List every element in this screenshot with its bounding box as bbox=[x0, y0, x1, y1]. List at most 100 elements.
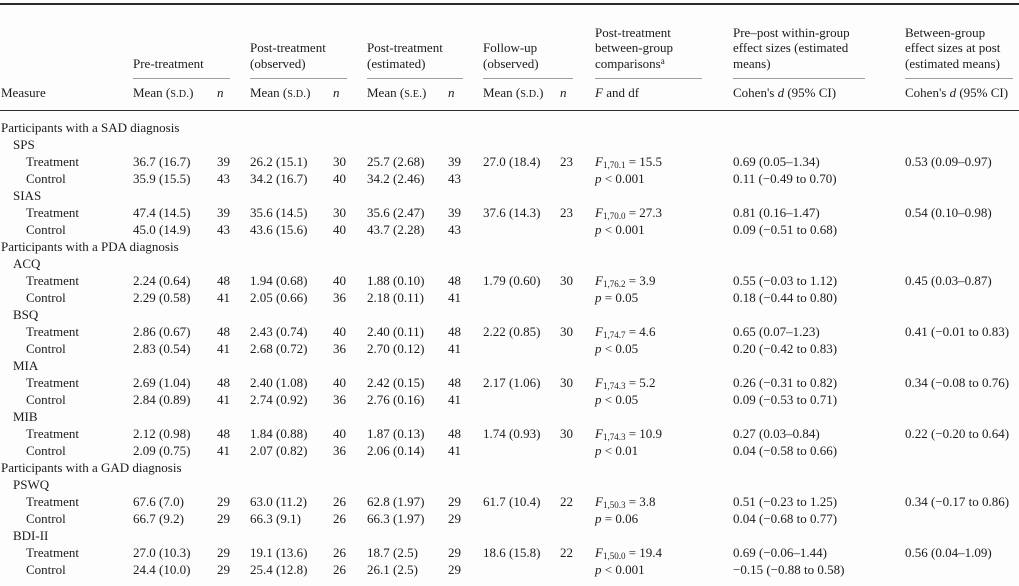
cell-within-group-d: 0.04 (−0.58 to 0.66) bbox=[733, 443, 838, 458]
cell-pre-mean: 2.86 (0.67) bbox=[133, 324, 191, 339]
cell-f-and-df: F1,50.3 = 3.8 bbox=[595, 494, 656, 510]
column-group-post_est: Post-treatment (estimated) bbox=[367, 4, 483, 79]
measure-row: ACQ bbox=[0, 255, 1019, 272]
section-row: Participants with a SAD diagnosis bbox=[0, 111, 1019, 137]
cell-post-observed-mean: 43.6 (15.6) bbox=[250, 222, 308, 237]
cell-f-and-df: p < 0.05 bbox=[595, 392, 639, 407]
row-label: Treatment bbox=[26, 375, 79, 390]
cell-post-estimated-n: 41 bbox=[448, 392, 461, 407]
cell-post-estimated-n: 29 bbox=[448, 494, 461, 509]
cell-followup-n: 22 bbox=[560, 494, 573, 509]
column-group-title: Between-group effect sizes at post (estima… bbox=[905, 5, 1019, 71]
cell-post-observed-n: 26 bbox=[333, 545, 346, 560]
cell-pre-n: 41 bbox=[217, 392, 230, 407]
column-group-title: Post-treatment (estimated) bbox=[367, 5, 483, 71]
column-group-within_es: Pre–post within-group effect sizes (estim… bbox=[733, 4, 905, 79]
cell-f-and-df: F1,76.2 = 3.9 bbox=[595, 273, 656, 289]
cell-within-group-d: 0.27 (0.03–0.84) bbox=[733, 426, 820, 441]
measure-row: MIA bbox=[0, 357, 1019, 374]
cell-between-group-d bbox=[905, 510, 1019, 527]
cell-post-estimated-mean: 25.7 (2.68) bbox=[367, 154, 425, 169]
column-group-post_obs: Post-treatment (observed) bbox=[250, 4, 367, 79]
column-group-title-line: Pre-treatment bbox=[133, 55, 204, 71]
cell-f-and-df: F1,74.7 = 4.6 bbox=[595, 324, 656, 340]
cell-post-estimated-n: 29 bbox=[448, 511, 461, 526]
row-label: Treatment bbox=[26, 205, 79, 220]
cell-followup-mean: 2.17 (1.06) bbox=[483, 375, 541, 390]
column-group-followup: Follow-up (observed) bbox=[483, 4, 595, 79]
measure-row: SIAS bbox=[0, 187, 1019, 204]
table-row: Treatment 67.6 (7.0) 29 63.0 (11.2) 26 62.8 (… bbox=[0, 493, 1019, 510]
results-table: Measure Pre-treatment Post-treatment (obser… bbox=[0, 3, 1019, 586]
cell-followup-n: 30 bbox=[560, 426, 573, 441]
cell-pre-mean: 45.0 (14.9) bbox=[133, 222, 191, 237]
cell-between-group-d: 0.22 (−0.20 to 0.64) bbox=[905, 426, 1010, 441]
cell-followup-mean bbox=[483, 391, 560, 408]
cell-post-observed-mean: 19.1 (13.6) bbox=[250, 545, 308, 560]
table-row: Treatment 36.7 (16.7) 39 26.2 (15.1) 30 25.7 … bbox=[0, 153, 1019, 170]
cell-between-group-d: 0.34 (−0.17 to 0.86) bbox=[905, 494, 1010, 509]
column-subheader-post_obs: Mean (s.d.) bbox=[250, 79, 333, 111]
cell-pre-n: 41 bbox=[217, 443, 230, 458]
cell-followup-n bbox=[560, 170, 595, 187]
cell-post-observed-n: 40 bbox=[333, 171, 346, 186]
measure-label: BDI-II bbox=[13, 528, 49, 543]
cell-between-group-d: 0.53 (0.09–0.97) bbox=[905, 154, 992, 169]
section-row: Participants with a PDA diagnosis bbox=[0, 238, 1019, 255]
table-row: Control 45.0 (14.9) 43 43.6 (15.6) 40 43.7 (2… bbox=[0, 221, 1019, 238]
column-group-pre: Pre-treatment bbox=[133, 4, 250, 79]
column-subheader-followup: n bbox=[560, 79, 595, 111]
row-label: Treatment bbox=[26, 154, 79, 169]
row-label: Treatment bbox=[26, 494, 79, 509]
cell-post-estimated-n: 48 bbox=[448, 324, 461, 339]
column-group-title-line: Post-treatment bbox=[595, 24, 671, 40]
cell-post-observed-n: 36 bbox=[333, 341, 346, 356]
cell-f-and-df: p < 0.01 bbox=[595, 443, 639, 458]
cell-between-group-d bbox=[905, 391, 1019, 408]
table-row: Control 66.7 (9.2) 29 66.3 (9.1) 26 66.3 (1.9… bbox=[0, 510, 1019, 527]
cell-pre-mean: 2.84 (0.89) bbox=[133, 392, 191, 407]
column-group-rule bbox=[733, 78, 865, 79]
column-header-measure: Measure bbox=[0, 4, 133, 111]
cell-pre-mean: 36.7 (16.7) bbox=[133, 154, 191, 169]
cell-post-observed-n: 36 bbox=[333, 392, 346, 407]
cell-post-observed-n: 40 bbox=[333, 222, 346, 237]
cell-post-observed-n: 40 bbox=[333, 375, 346, 390]
cell-pre-mean: 2.83 (0.54) bbox=[133, 341, 191, 356]
cell-pre-mean: 24.4 (10.0) bbox=[133, 562, 191, 577]
table-row: Control 2.83 (0.54) 41 2.68 (0.72) 36 2.70 (0… bbox=[0, 340, 1019, 357]
column-group-title-line: effect sizes at post bbox=[905, 40, 1001, 55]
cell-followup-mean bbox=[483, 221, 560, 238]
cell-within-group-d: 0.26 (−0.31 to 0.82) bbox=[733, 375, 838, 390]
column-group-title: Post-treatment between-group comparisonsa bbox=[595, 5, 733, 71]
cell-post-observed-n: 26 bbox=[333, 562, 346, 577]
section-label: Participants with a GAD diagnosis bbox=[1, 460, 182, 475]
cell-followup-n bbox=[560, 340, 595, 357]
column-subheader-between_es: Cohen's d (95% CI) bbox=[905, 79, 1019, 111]
column-group-rule bbox=[367, 78, 463, 79]
cell-followup-mean: 61.7 (10.4) bbox=[483, 494, 541, 509]
header-row-groups: Measure Pre-treatment Post-treatment (obser… bbox=[0, 4, 1019, 111]
column-subheader-within_es: Cohen's d (95% CI) bbox=[733, 79, 905, 111]
header-row-sub: Mean (s.d.) n Mean (s.d.) n Mean (s.e.) n Mean… bbox=[0, 79, 1019, 111]
column-group-title-line: (observed) bbox=[483, 55, 539, 71]
column-group-title-line: Pre–post within-group bbox=[733, 24, 850, 40]
cell-post-observed-n: 30 bbox=[333, 205, 346, 220]
cell-post-observed-mean: 1.84 (0.88) bbox=[250, 426, 308, 441]
cell-between-group-d bbox=[905, 221, 1019, 238]
cell-f-and-df: F1,50.0 = 19.4 bbox=[595, 545, 663, 561]
cell-within-group-d: 0.65 (0.07–1.23) bbox=[733, 324, 820, 339]
cell-f-and-df: p < 0.001 bbox=[595, 171, 645, 186]
cell-between-group-d: 0.56 (0.04–1.09) bbox=[905, 545, 992, 560]
cell-pre-n: 39 bbox=[217, 154, 230, 169]
cell-f-and-df: p = 0.06 bbox=[595, 511, 639, 526]
column-subheader-pre: Mean (s.d.) bbox=[133, 79, 217, 111]
column-group-title-line: Post-treatment bbox=[250, 40, 326, 55]
cell-post-estimated-mean: 2.18 (0.11) bbox=[367, 290, 424, 305]
measure-label: SIAS bbox=[13, 188, 42, 203]
column-group-title: Follow-up (observed) bbox=[483, 5, 595, 71]
cell-followup-mean: 27.0 (18.4) bbox=[483, 154, 541, 169]
row-label: Treatment bbox=[26, 273, 79, 288]
cell-within-group-d: 0.11 (−0.49 to 0.70) bbox=[733, 171, 837, 186]
measure-label: SPS bbox=[13, 137, 35, 152]
